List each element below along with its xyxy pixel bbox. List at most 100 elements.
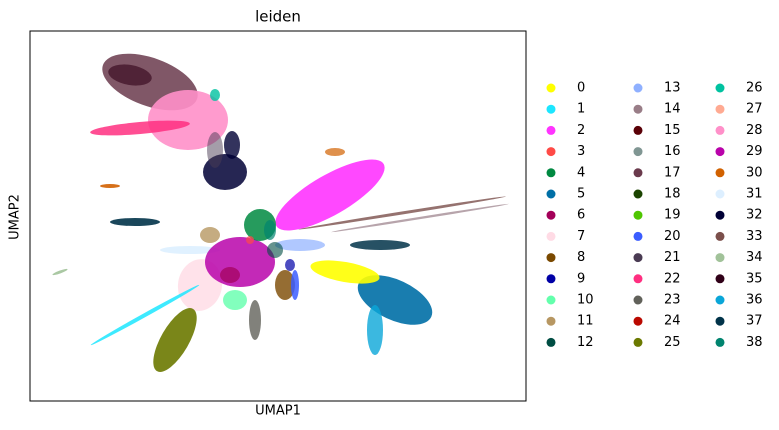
- legend-marker: [633, 337, 643, 347]
- legend-marker: [546, 147, 556, 157]
- legend-label: 22: [664, 271, 681, 286]
- legend-label: 13: [664, 81, 681, 96]
- cluster-cloud: [367, 305, 383, 355]
- legend-marker: [715, 295, 725, 305]
- cluster-cloud: [205, 237, 275, 287]
- cluster-cloud: [52, 268, 68, 276]
- cluster-cloud: [200, 227, 220, 243]
- legend-label: 38: [746, 335, 763, 350]
- legend-marker: [546, 125, 556, 135]
- legend-label: 30: [746, 165, 763, 180]
- legend-marker: [546, 104, 556, 114]
- cluster-cloud: [285, 259, 295, 271]
- cluster-cloud: [207, 132, 223, 168]
- legend-label: 36: [746, 293, 763, 308]
- legend-label: 16: [664, 144, 681, 159]
- legend-label: 10: [577, 293, 594, 308]
- legend-marker: [633, 168, 643, 178]
- legend-marker: [715, 125, 725, 135]
- legend-marker: [546, 274, 556, 284]
- legend-label: 25: [664, 335, 681, 350]
- legend-marker: [546, 295, 556, 305]
- legend-label: 31: [746, 187, 763, 202]
- legend-marker: [633, 147, 643, 157]
- cluster-cloud: [100, 184, 120, 188]
- cluster-cloud: [90, 284, 200, 346]
- cluster-cloud: [220, 267, 240, 283]
- cluster-cloud: [350, 240, 410, 250]
- legend-label: 29: [746, 144, 763, 159]
- legend-marker: [715, 168, 725, 178]
- cluster-cloud: [110, 218, 160, 226]
- cluster-cloud: [153, 308, 197, 372]
- legend-marker: [715, 104, 725, 114]
- legend-label: 21: [664, 250, 681, 265]
- legend-label: 23: [664, 293, 681, 308]
- legend-label: 3: [577, 144, 585, 159]
- legend-label: 7: [577, 229, 585, 244]
- legend-label: 26: [746, 81, 763, 96]
- cluster-cloud: [224, 131, 240, 159]
- legend-marker: [715, 316, 725, 326]
- legend-label: 11: [577, 314, 594, 329]
- legend-label: 18: [664, 187, 681, 202]
- cluster-cloud: [223, 290, 247, 310]
- legend-label: 19: [664, 208, 681, 223]
- legend-marker: [633, 253, 643, 263]
- legend-marker: [546, 253, 556, 263]
- legend-marker: [633, 231, 643, 241]
- legend-label: 27: [746, 102, 763, 117]
- legend-marker: [633, 295, 643, 305]
- cluster-cloud: [264, 220, 276, 240]
- cluster-cloud: [275, 270, 295, 300]
- legend-label: 6: [577, 208, 585, 223]
- plot-area: [52, 53, 509, 372]
- cluster-cloud: [275, 239, 325, 251]
- legend-label: 32: [746, 208, 763, 223]
- legend-label: 20: [664, 229, 681, 244]
- x-axis-label: UMAP1: [255, 404, 301, 419]
- legend-label: 37: [746, 314, 763, 329]
- legend-marker: [546, 316, 556, 326]
- cluster-cloud: [325, 148, 345, 156]
- cluster-cloud: [331, 203, 509, 233]
- legend-label: 1: [577, 102, 585, 117]
- cluster-cloud: [90, 120, 190, 136]
- legend-marker: [633, 125, 643, 135]
- plot-frame: [29, 30, 527, 402]
- legend-marker: [715, 210, 725, 220]
- legend-marker: [715, 253, 725, 263]
- legend-marker: [633, 83, 643, 93]
- cluster-cloud: [275, 159, 385, 231]
- legend-marker: [546, 210, 556, 220]
- legend-marker: [715, 231, 725, 241]
- legend-label: 34: [746, 250, 763, 265]
- legend-label: 4: [577, 165, 585, 180]
- legend-label: 14: [664, 102, 681, 117]
- cluster-cloud: [267, 242, 283, 258]
- legend-label: 15: [664, 123, 681, 138]
- chart-title: leiden: [255, 8, 301, 26]
- legend-label: 17: [664, 165, 681, 180]
- cluster-cloud: [210, 89, 220, 101]
- cluster-cloud: [291, 270, 299, 300]
- y-axis-label: UMAP2: [8, 194, 23, 240]
- legend-label: 33: [746, 229, 763, 244]
- legend-marker: [715, 337, 725, 347]
- legend-marker: [715, 189, 725, 199]
- legend-marker: [546, 231, 556, 241]
- legend-marker: [633, 210, 643, 220]
- cluster-cloud: [246, 236, 254, 244]
- legend-label: 0: [577, 81, 585, 96]
- legend-marker: [633, 189, 643, 199]
- legend-marker: [633, 274, 643, 284]
- cluster-cloud: [160, 246, 220, 254]
- legend-marker: [546, 168, 556, 178]
- legend-marker: [546, 189, 556, 199]
- legend-marker: [715, 147, 725, 157]
- legend-label: 9: [577, 271, 585, 286]
- legend-marker: [633, 104, 643, 114]
- legend-marker: [633, 316, 643, 326]
- cluster-cloud: [298, 196, 506, 230]
